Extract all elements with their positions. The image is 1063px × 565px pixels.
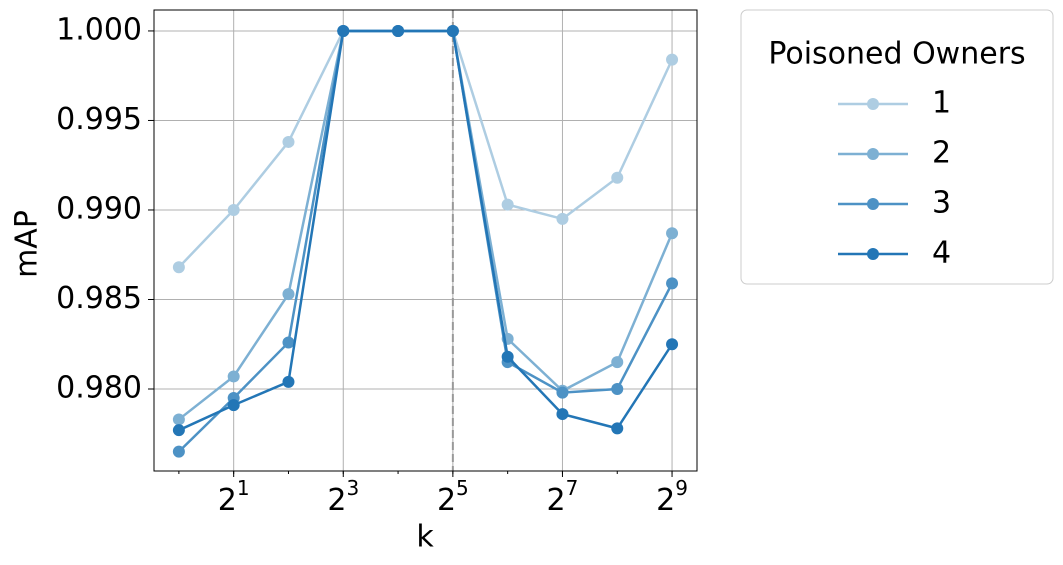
y-tick-label: 0.985 — [56, 281, 142, 316]
data-point — [666, 277, 679, 290]
legend-label: 3 — [932, 186, 951, 221]
data-point — [556, 408, 569, 421]
plot-frame — [153, 9, 698, 472]
series-line — [178, 29, 674, 421]
legend-box — [740, 9, 1054, 285]
y-tick-label: 0.995 — [56, 102, 142, 137]
data-point — [611, 171, 624, 184]
legend-marker — [867, 98, 879, 110]
x-axis-label: k — [416, 520, 434, 555]
legend-marker — [867, 248, 879, 260]
x-tick-label: 25 — [437, 476, 469, 518]
y-axis-label: mAP — [10, 210, 45, 278]
data-point — [556, 386, 569, 399]
data-point — [282, 375, 295, 388]
data-point — [611, 383, 624, 396]
data-point — [556, 212, 569, 225]
y-tick-label: 0.980 — [56, 371, 142, 406]
data-point — [446, 24, 459, 37]
legend-label: 1 — [932, 86, 951, 121]
data-point — [172, 261, 185, 274]
series-line — [178, 29, 674, 432]
x-tick-label: 23 — [327, 476, 359, 518]
x-tick-label: 29 — [656, 476, 688, 518]
data-point — [501, 350, 514, 363]
data-point — [282, 135, 295, 148]
legend-label: 4 — [932, 236, 951, 271]
data-point — [666, 227, 679, 240]
data-point — [227, 399, 240, 412]
legend-marker — [867, 198, 879, 210]
data-point — [172, 445, 185, 458]
y-tick-label: 0.990 — [56, 191, 142, 226]
data-point — [392, 24, 405, 37]
series-line — [177, 29, 674, 269]
data-point — [611, 422, 624, 435]
data-point — [282, 336, 295, 349]
data-point — [227, 203, 240, 216]
legend-label: 2 — [932, 136, 951, 171]
y-tick-label: 1.000 — [56, 12, 142, 47]
data-point — [611, 356, 624, 369]
data-point — [172, 413, 185, 426]
data-point — [227, 370, 240, 383]
data-point — [337, 24, 350, 37]
legend-title: Poisoned Owners — [768, 37, 1025, 72]
x-tick-label: 21 — [218, 476, 250, 518]
legend-marker — [867, 148, 879, 160]
data-point — [666, 338, 679, 351]
data-point — [501, 198, 514, 211]
data-point — [666, 53, 679, 66]
x-tick-label: 27 — [547, 476, 579, 518]
data-point — [172, 424, 185, 437]
data-point — [282, 288, 295, 301]
